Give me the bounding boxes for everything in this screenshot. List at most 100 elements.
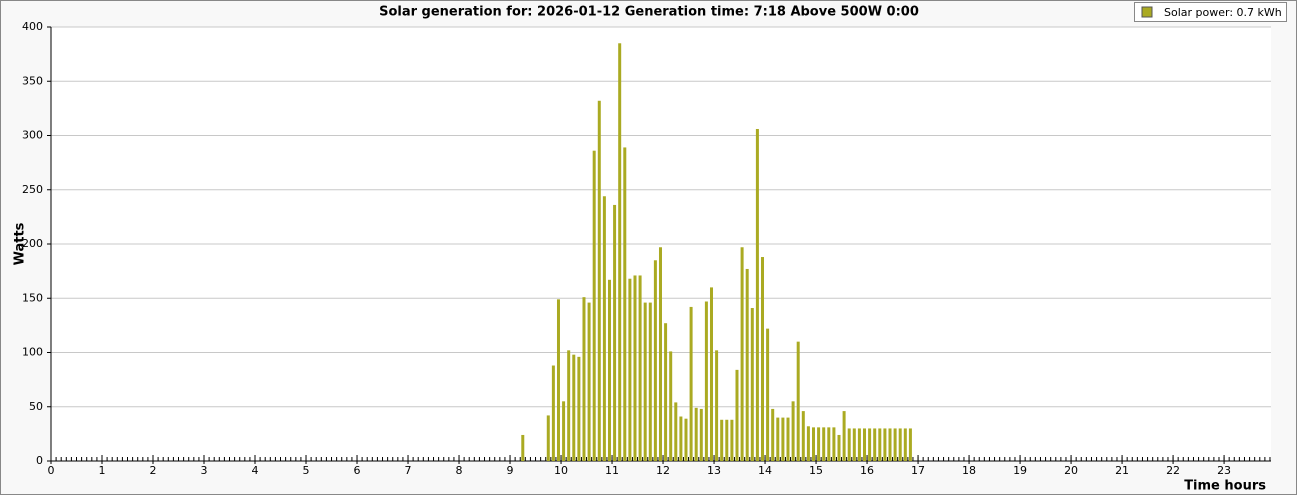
- x-tick-label: 18: [962, 464, 976, 477]
- x-tick-label: 6: [354, 464, 361, 477]
- x-tick-label: 14: [758, 464, 772, 477]
- x-tick-label: 19: [1013, 464, 1027, 477]
- chart-title: Solar generation for: 2026-01-12 Generat…: [379, 5, 919, 20]
- bar: [883, 428, 887, 461]
- y-tick-label: 0: [36, 454, 43, 467]
- bar: [664, 323, 668, 461]
- bar: [760, 257, 764, 461]
- bar: [709, 287, 713, 461]
- bar: [827, 427, 831, 461]
- x-axis-label: Time hours: [1184, 479, 1266, 494]
- bar: [776, 417, 780, 461]
- x-tick-label: 1: [99, 464, 106, 477]
- bar: [898, 428, 902, 461]
- bar: [684, 418, 688, 461]
- x-tick-label: 0: [48, 464, 55, 477]
- bar: [812, 427, 815, 461]
- bar: [863, 428, 867, 461]
- bar: [602, 196, 606, 461]
- bar: [567, 350, 571, 461]
- y-tick-label: 350: [22, 74, 43, 87]
- bar: [653, 260, 657, 461]
- bar: [679, 416, 683, 461]
- x-tick-label: 9: [507, 464, 514, 477]
- y-axis-label: Watts: [13, 222, 28, 265]
- bar: [572, 354, 576, 461]
- y-tick-label: 50: [29, 400, 43, 413]
- legend-swatch: [1141, 6, 1153, 18]
- bar: [755, 128, 759, 462]
- bar: [842, 411, 846, 461]
- bar: [556, 299, 560, 461]
- bar: [551, 365, 555, 461]
- x-tick-label: 21: [1115, 464, 1129, 477]
- bar: [888, 428, 892, 461]
- bar: [582, 297, 586, 461]
- bar: [577, 356, 581, 461]
- x-tick-label: 8: [456, 464, 463, 477]
- bar: [791, 401, 795, 461]
- bar: [735, 369, 739, 461]
- x-tick-label: 7: [405, 464, 412, 477]
- y-tick-label: 200: [22, 237, 43, 250]
- y-tick-label: 150: [22, 291, 43, 304]
- x-tick-label: 4: [252, 464, 259, 477]
- x-tick-label: 13: [707, 464, 721, 477]
- bar: [822, 427, 826, 461]
- bar: [750, 308, 754, 461]
- bar: [699, 408, 703, 461]
- bar: [903, 428, 907, 461]
- bar: [908, 428, 912, 461]
- bar: [720, 419, 724, 461]
- x-tick-label: 17: [911, 464, 925, 477]
- bar: [613, 204, 617, 461]
- x-tick-label: 12: [656, 464, 670, 477]
- bar: [689, 306, 693, 461]
- x-tick-label: 2: [150, 464, 157, 477]
- y-tick-label: 400: [22, 20, 43, 33]
- y-tick-label: 100: [22, 346, 43, 359]
- bar: [607, 279, 611, 461]
- bar: [618, 43, 622, 462]
- x-tick-label: 20: [1064, 464, 1078, 477]
- bar: [694, 407, 698, 461]
- x-tick-label: 11: [605, 464, 619, 477]
- bar: [587, 302, 591, 461]
- bar: [868, 428, 872, 461]
- bar: [592, 150, 596, 461]
- bar: [546, 415, 550, 461]
- bar: [837, 434, 841, 461]
- bar: [674, 402, 678, 461]
- bar: [873, 428, 877, 461]
- bar: [847, 428, 851, 461]
- bar: [521, 434, 525, 461]
- bar: [730, 419, 734, 461]
- x-tick-label: 3: [201, 464, 208, 477]
- legend-box: [1134, 2, 1287, 22]
- bar: [562, 401, 566, 461]
- bar: [766, 328, 770, 461]
- bar: [633, 275, 637, 461]
- legend-label: Solar power: 0.7 kWh: [1164, 6, 1282, 19]
- bar: [745, 268, 749, 461]
- bar: [796, 341, 800, 461]
- bar: [658, 247, 662, 461]
- x-tick-label: 15: [809, 464, 823, 477]
- y-tick-label: 300: [22, 129, 43, 142]
- bar: [878, 428, 882, 461]
- bar: [852, 428, 856, 461]
- bar: [638, 275, 642, 461]
- x-tick-label: 22: [1166, 464, 1180, 477]
- bar: [669, 351, 673, 461]
- bar: [781, 417, 785, 461]
- bar: [725, 419, 729, 461]
- y-tick-label: 250: [22, 183, 43, 196]
- bar: [806, 426, 810, 461]
- bar: [801, 411, 805, 461]
- bar: [628, 278, 632, 461]
- bar: [740, 247, 744, 461]
- x-tick-label: 5: [303, 464, 310, 477]
- bar: [832, 427, 836, 461]
